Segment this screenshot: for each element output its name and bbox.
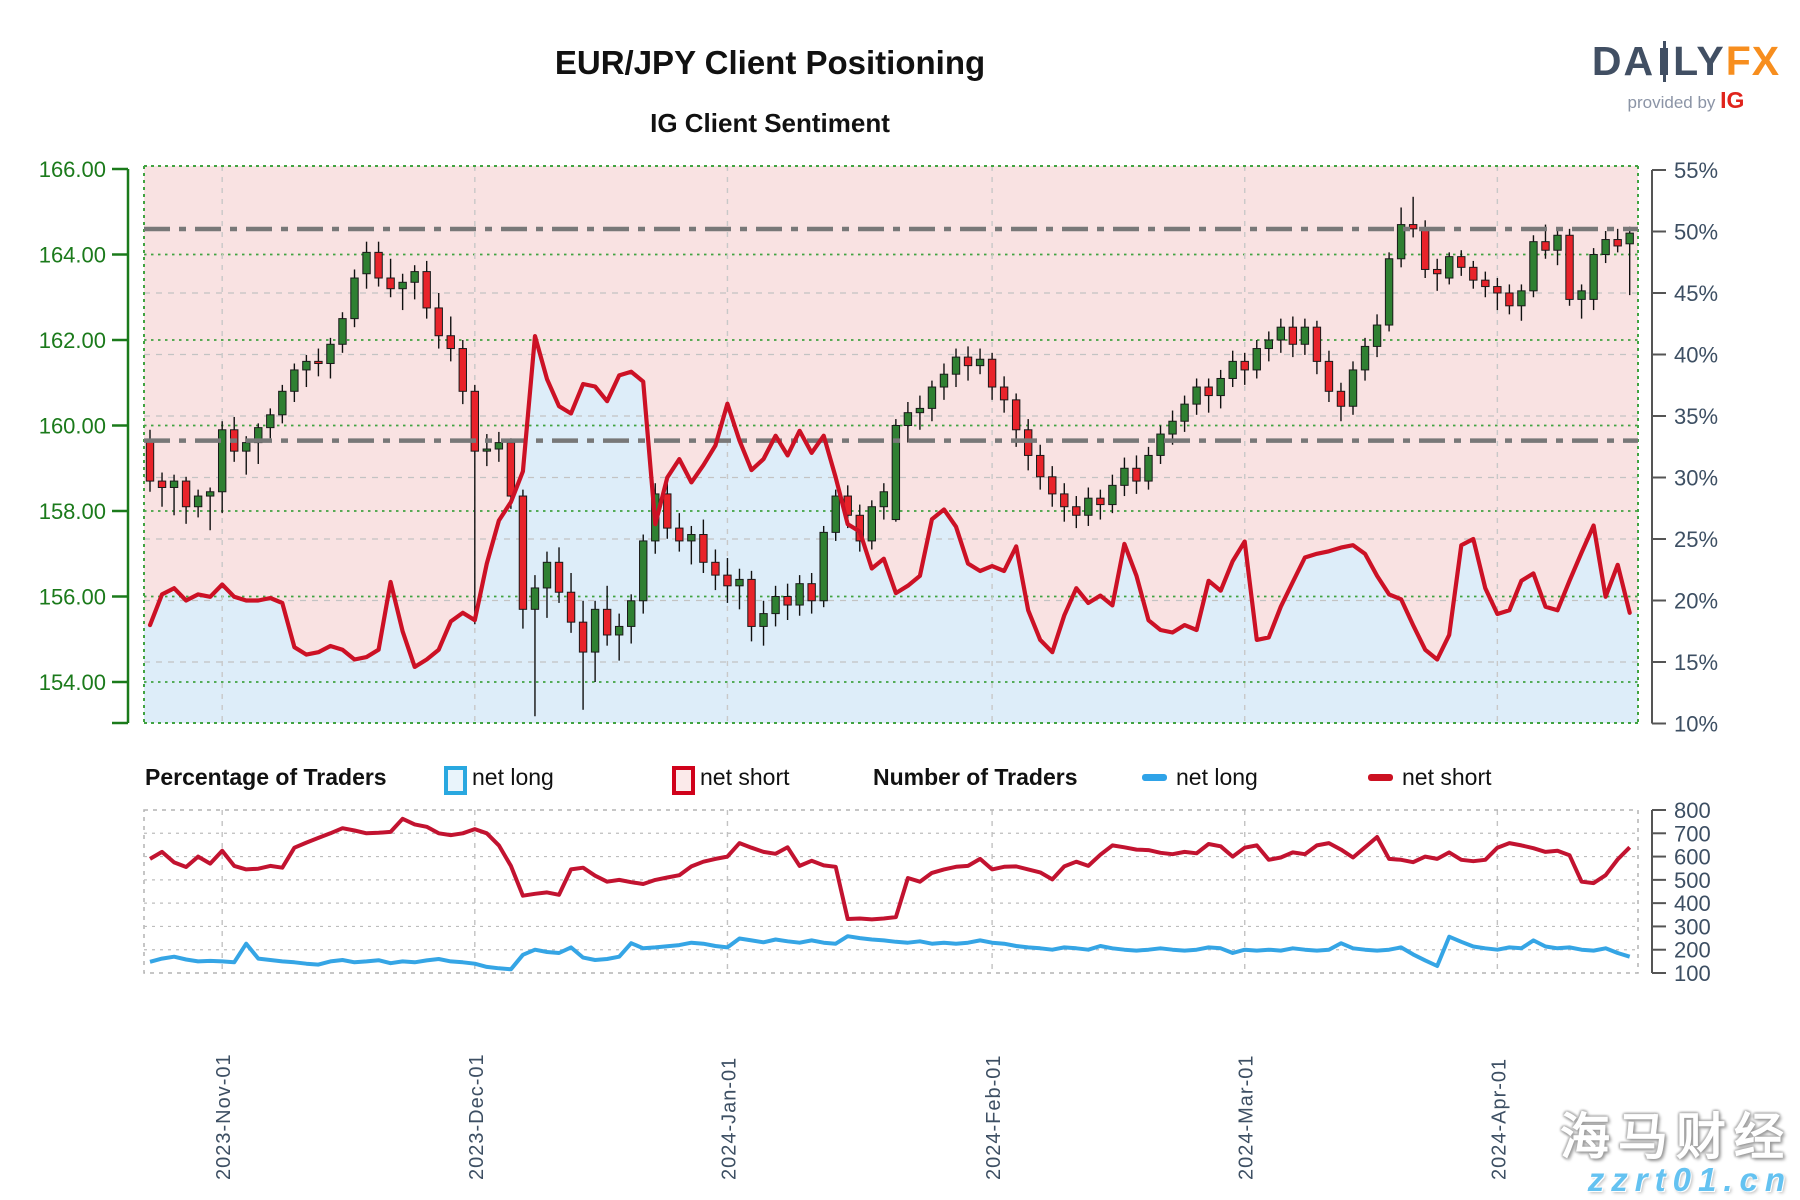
svg-text:100: 100	[1674, 961, 1711, 986]
watermark-cn-text: 海马财经	[1560, 1108, 1792, 1165]
svg-text:164.00: 164.00	[39, 243, 106, 268]
page-title: EUR/JPY Client Positioning	[554, 44, 986, 81]
legend-traders-net-short-label: net short	[1402, 764, 1492, 790]
legend-net-long-label: net long	[472, 764, 554, 790]
net-long-area-swatch-icon	[444, 766, 467, 795]
watermark: 海马财经 zzrt01.cn	[1560, 1111, 1792, 1198]
svg-text:156.00: 156.00	[39, 585, 106, 610]
svg-text:400: 400	[1674, 891, 1711, 916]
net-short-line	[147, 334, 1632, 670]
provided-by-text: provided by	[1627, 93, 1716, 112]
legend-group-percentage: Percentage of Traders	[145, 764, 387, 790]
logo-provided-by: provided by IG	[1576, 87, 1796, 114]
svg-text:160.00: 160.00	[39, 414, 106, 439]
svg-text:2024-Mar-01: 2024-Mar-01	[1236, 1054, 1258, 1180]
price-axis: 166.00 164.00 162.00 160.00 158.00 156.00 154.…	[39, 157, 130, 725]
net-short-area-swatch-icon	[672, 766, 695, 795]
chart-title: IG Client Sentiment	[650, 108, 890, 138]
svg-text:45%: 45%	[1674, 281, 1718, 306]
logo-fx: FX	[1725, 38, 1781, 84]
svg-text:30%: 30%	[1674, 466, 1718, 491]
svg-text:35%: 35%	[1674, 404, 1718, 429]
svg-text:162.00: 162.00	[39, 328, 106, 353]
svg-text:2024-Apr-01: 2024-Apr-01	[1488, 1058, 1510, 1180]
svg-text:166.00: 166.00	[39, 157, 106, 182]
logo-daily-part1: DA	[1591, 38, 1656, 84]
svg-text:10%: 10%	[1674, 712, 1718, 737]
svg-text:20%: 20%	[1674, 589, 1718, 614]
logo-daily-part2: LY	[1673, 38, 1726, 84]
percent-axis: 55% 50% 45% 40% 35% 30% 25% 20% 15% 10%	[1651, 158, 1718, 737]
svg-text:158.00: 158.00	[39, 499, 106, 524]
svg-text:2023-Nov-01: 2023-Nov-01	[213, 1053, 235, 1180]
logo-candlestick-icon	[1660, 41, 1669, 82]
svg-text:50%: 50%	[1674, 220, 1718, 245]
svg-text:55%: 55%	[1674, 158, 1718, 183]
svg-text:2023-Dec-01: 2023-Dec-01	[466, 1053, 488, 1180]
legend-group-number: Number of Traders	[873, 764, 1078, 790]
svg-text:700: 700	[1674, 821, 1711, 846]
svg-text:40%: 40%	[1674, 343, 1718, 368]
svg-text:15%: 15%	[1674, 650, 1718, 675]
dailyfx-logo: DA LYFX provided by IG	[1576, 38, 1796, 114]
svg-text:2024-Jan-01: 2024-Jan-01	[718, 1057, 740, 1180]
svg-text:25%: 25%	[1674, 527, 1718, 552]
traders-net-short-line-swatch-icon	[1368, 774, 1393, 781]
legend-traders-net-long-label: net long	[1176, 764, 1258, 790]
sentiment-fills	[144, 166, 1638, 723]
traders-chart	[143, 809, 1639, 974]
svg-text:154.00: 154.00	[39, 670, 106, 695]
svg-text:200: 200	[1674, 938, 1711, 963]
svg-text:500: 500	[1674, 868, 1711, 893]
candles	[145, 196, 1634, 717]
reference-lines	[144, 226, 1638, 443]
traders-net-long-line-swatch-icon	[1142, 774, 1167, 781]
svg-text:2024-Feb-01: 2024-Feb-01	[983, 1054, 1005, 1180]
x-axis: 2023-Nov-01 2023-Dec-01 2024-Jan-01 2024-Fe…	[213, 1053, 1510, 1180]
svg-text:800: 800	[1674, 798, 1711, 823]
legend-net-short-label: net short	[700, 764, 790, 790]
gridlines	[143, 165, 1639, 973]
svg-text:300: 300	[1674, 914, 1711, 939]
ig-logo: IG	[1720, 87, 1745, 113]
svg-text:600: 600	[1674, 845, 1711, 870]
watermark-site-text: zzrt01.cn	[1587, 1161, 1792, 1199]
